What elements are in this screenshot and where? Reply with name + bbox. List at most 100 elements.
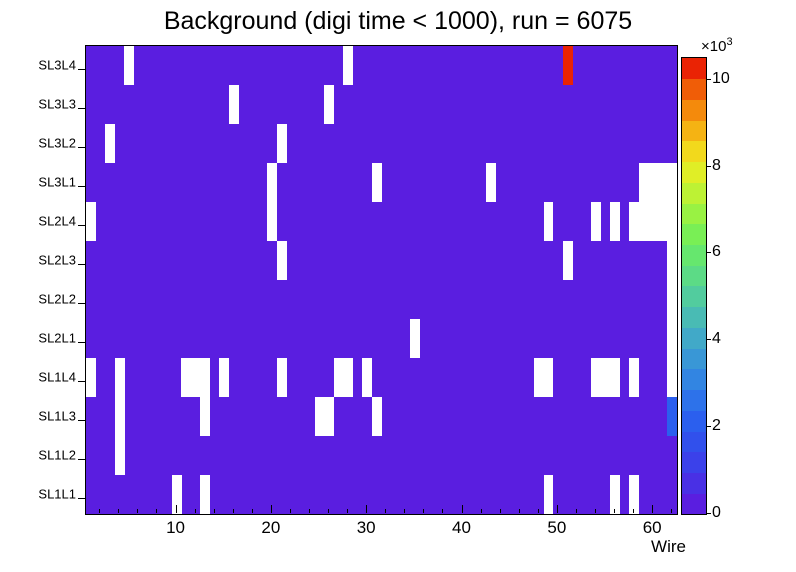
y-axis-label: SL2L3 <box>38 252 76 267</box>
y-axis-label: SL1L1 <box>38 486 76 501</box>
hot-cell <box>562 46 573 86</box>
y-axis-label: SL1L3 <box>38 408 76 423</box>
x-axis-minor-tick <box>633 509 635 513</box>
colorbar-segment <box>682 203 706 225</box>
colorbar-tick <box>706 339 711 340</box>
x-axis-minor-tick <box>137 509 139 513</box>
x-axis-minor-tick <box>99 509 101 513</box>
colorbar-tick <box>706 513 711 514</box>
y-axis-tick <box>78 225 85 226</box>
colorbar-segment <box>682 120 706 142</box>
colorbar-tick <box>706 166 711 167</box>
empty-cell <box>267 202 278 242</box>
colorbar-segment <box>682 306 706 328</box>
empty-cell <box>543 202 554 242</box>
x-axis-tick-label: 20 <box>261 518 281 537</box>
empty-cell <box>543 475 554 515</box>
chart-title: Background (digi time < 1000), run = 607… <box>163 7 633 35</box>
empty-cell <box>114 436 125 476</box>
empty-cell <box>276 124 287 164</box>
colorbar-exponent: 3 <box>726 36 733 48</box>
colorbar-segment <box>682 265 706 287</box>
y-axis-label: SL2L1 <box>38 330 76 345</box>
x-axis-minor-tick <box>614 509 616 513</box>
y-axis-tick <box>78 186 85 187</box>
x-axis-minor-tick <box>385 509 387 513</box>
colorbar-tick <box>706 252 711 253</box>
x-axis-major-tick <box>652 505 654 513</box>
colorbar-tick <box>706 426 711 427</box>
x-axis-major-tick <box>270 505 272 513</box>
y-axis-tick <box>78 303 85 304</box>
x-axis-minor-tick <box>289 509 291 513</box>
empty-cell <box>114 397 125 437</box>
colorbar-segment <box>682 182 706 204</box>
empty-cell <box>629 358 640 398</box>
colorbar-tick <box>706 79 711 80</box>
empty-cell <box>657 163 668 203</box>
empty-cell <box>562 241 573 281</box>
y-axis-label: SL2L2 <box>38 291 76 306</box>
empty-cell <box>610 475 621 515</box>
y-axis-tick <box>78 342 85 343</box>
x-axis-minor-tick <box>156 509 158 513</box>
colorbar-segment <box>682 431 706 453</box>
colorbar-segment <box>682 244 706 266</box>
x-axis-title: Wire <box>651 537 686 556</box>
colorbar-segment <box>682 286 706 308</box>
empty-cell <box>629 202 640 242</box>
colorbar-tick-label: 8 <box>712 156 721 174</box>
x-axis-tick-label: 30 <box>356 518 376 537</box>
x-axis-minor-tick <box>442 509 444 513</box>
empty-cell <box>591 358 602 398</box>
x-axis-minor-tick <box>232 509 234 513</box>
y-axis-tick <box>78 420 85 421</box>
y-axis-tick <box>78 69 85 70</box>
empty-cell <box>200 358 211 398</box>
empty-cell <box>314 397 325 437</box>
plot-frame <box>85 45 678 515</box>
x-axis-minor-tick <box>118 509 120 513</box>
empty-cell <box>267 163 278 203</box>
colorbar-segment <box>682 451 706 474</box>
empty-cell <box>86 202 96 242</box>
y-axis-tick <box>78 147 85 148</box>
x-axis-minor-tick <box>671 509 673 513</box>
empty-cell <box>276 358 287 398</box>
empty-cell <box>324 397 335 437</box>
x-axis-minor-tick <box>194 509 196 513</box>
x-axis-minor-tick <box>499 509 501 513</box>
x-axis-minor-tick <box>480 509 482 513</box>
colorbar-segment <box>682 99 706 121</box>
colorbar-segment <box>682 58 706 80</box>
empty-cell <box>228 85 239 125</box>
x-axis-minor-tick <box>251 509 253 513</box>
empty-cell <box>343 358 354 398</box>
colorbar-multiplier: ×10 <box>701 38 727 55</box>
empty-cell <box>543 358 554 398</box>
x-axis-minor-tick <box>423 509 425 513</box>
colorbar-segment <box>682 472 706 494</box>
empty-cell <box>667 280 678 320</box>
x-axis-minor-tick <box>328 509 330 513</box>
empty-cell <box>610 358 621 398</box>
colorbar-segment <box>682 410 706 432</box>
empty-cell <box>534 358 544 398</box>
empty-cell <box>200 475 211 515</box>
empty-cell <box>629 475 640 515</box>
empty-cell <box>648 202 659 242</box>
empty-cell <box>667 202 678 242</box>
empty-cell <box>667 358 678 398</box>
y-axis-label: SL1L4 <box>38 369 76 384</box>
x-axis-tick-label: 40 <box>452 518 471 537</box>
empty-cell <box>105 124 115 164</box>
x-axis-tick-label: 50 <box>547 518 567 537</box>
empty-cell <box>190 358 201 398</box>
empty-cell <box>610 202 621 242</box>
empty-cell <box>362 358 373 398</box>
colorbar-tick-label: 4 <box>712 330 721 348</box>
colorbar-segment <box>682 140 706 163</box>
empty-cell <box>600 358 611 398</box>
empty-cell <box>124 46 135 86</box>
empty-cell <box>667 241 678 281</box>
